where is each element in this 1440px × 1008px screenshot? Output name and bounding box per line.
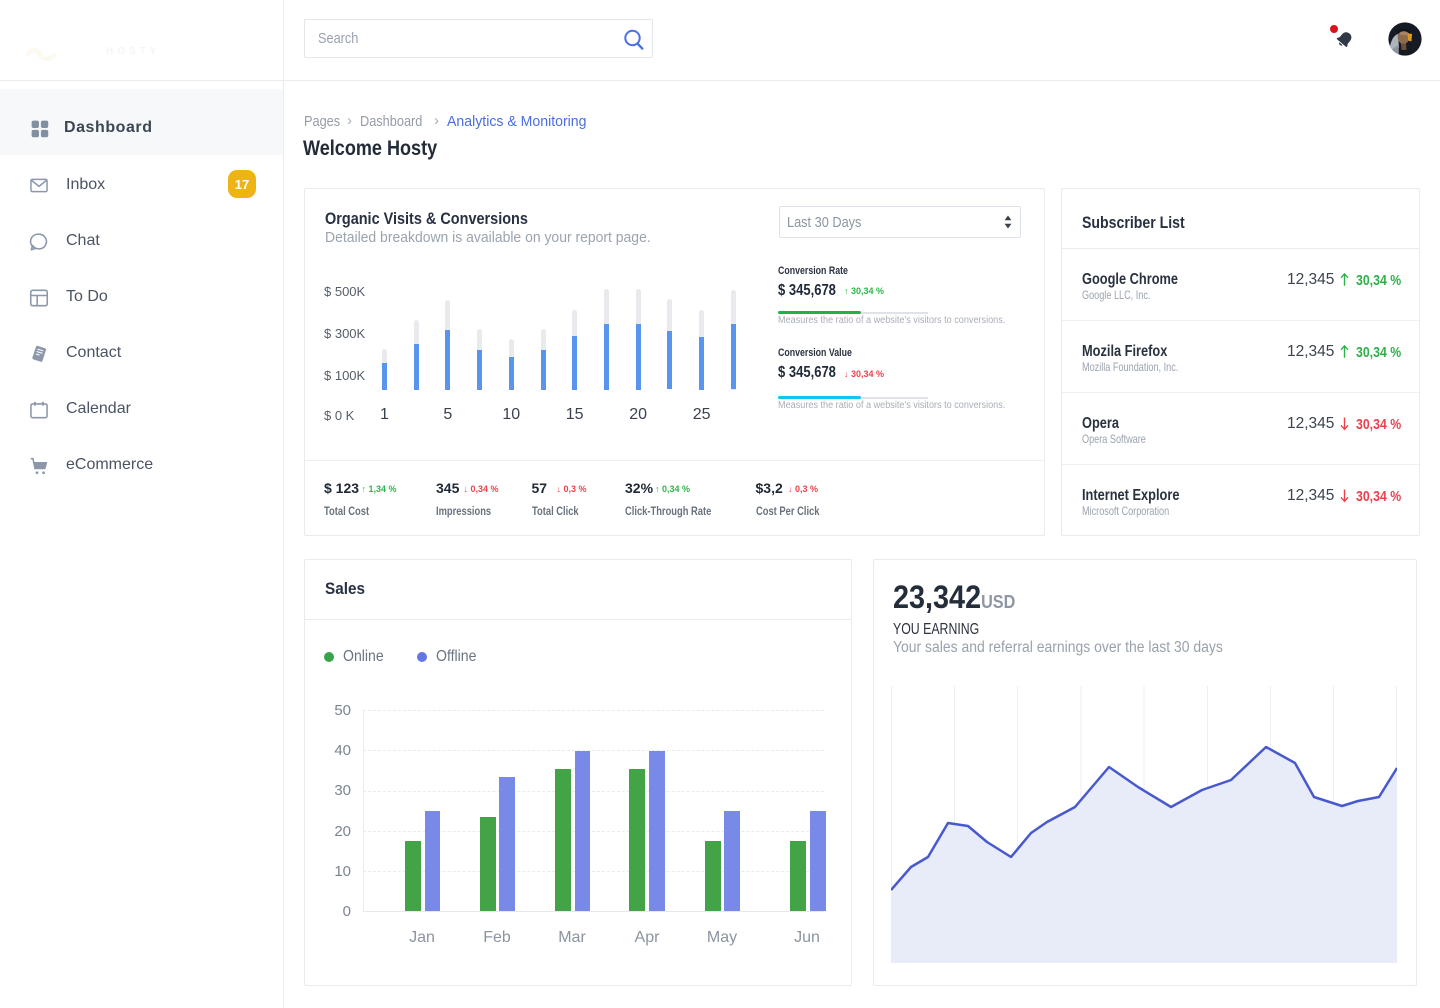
svg-text:HOSTY: HOSTY [106, 46, 160, 57]
